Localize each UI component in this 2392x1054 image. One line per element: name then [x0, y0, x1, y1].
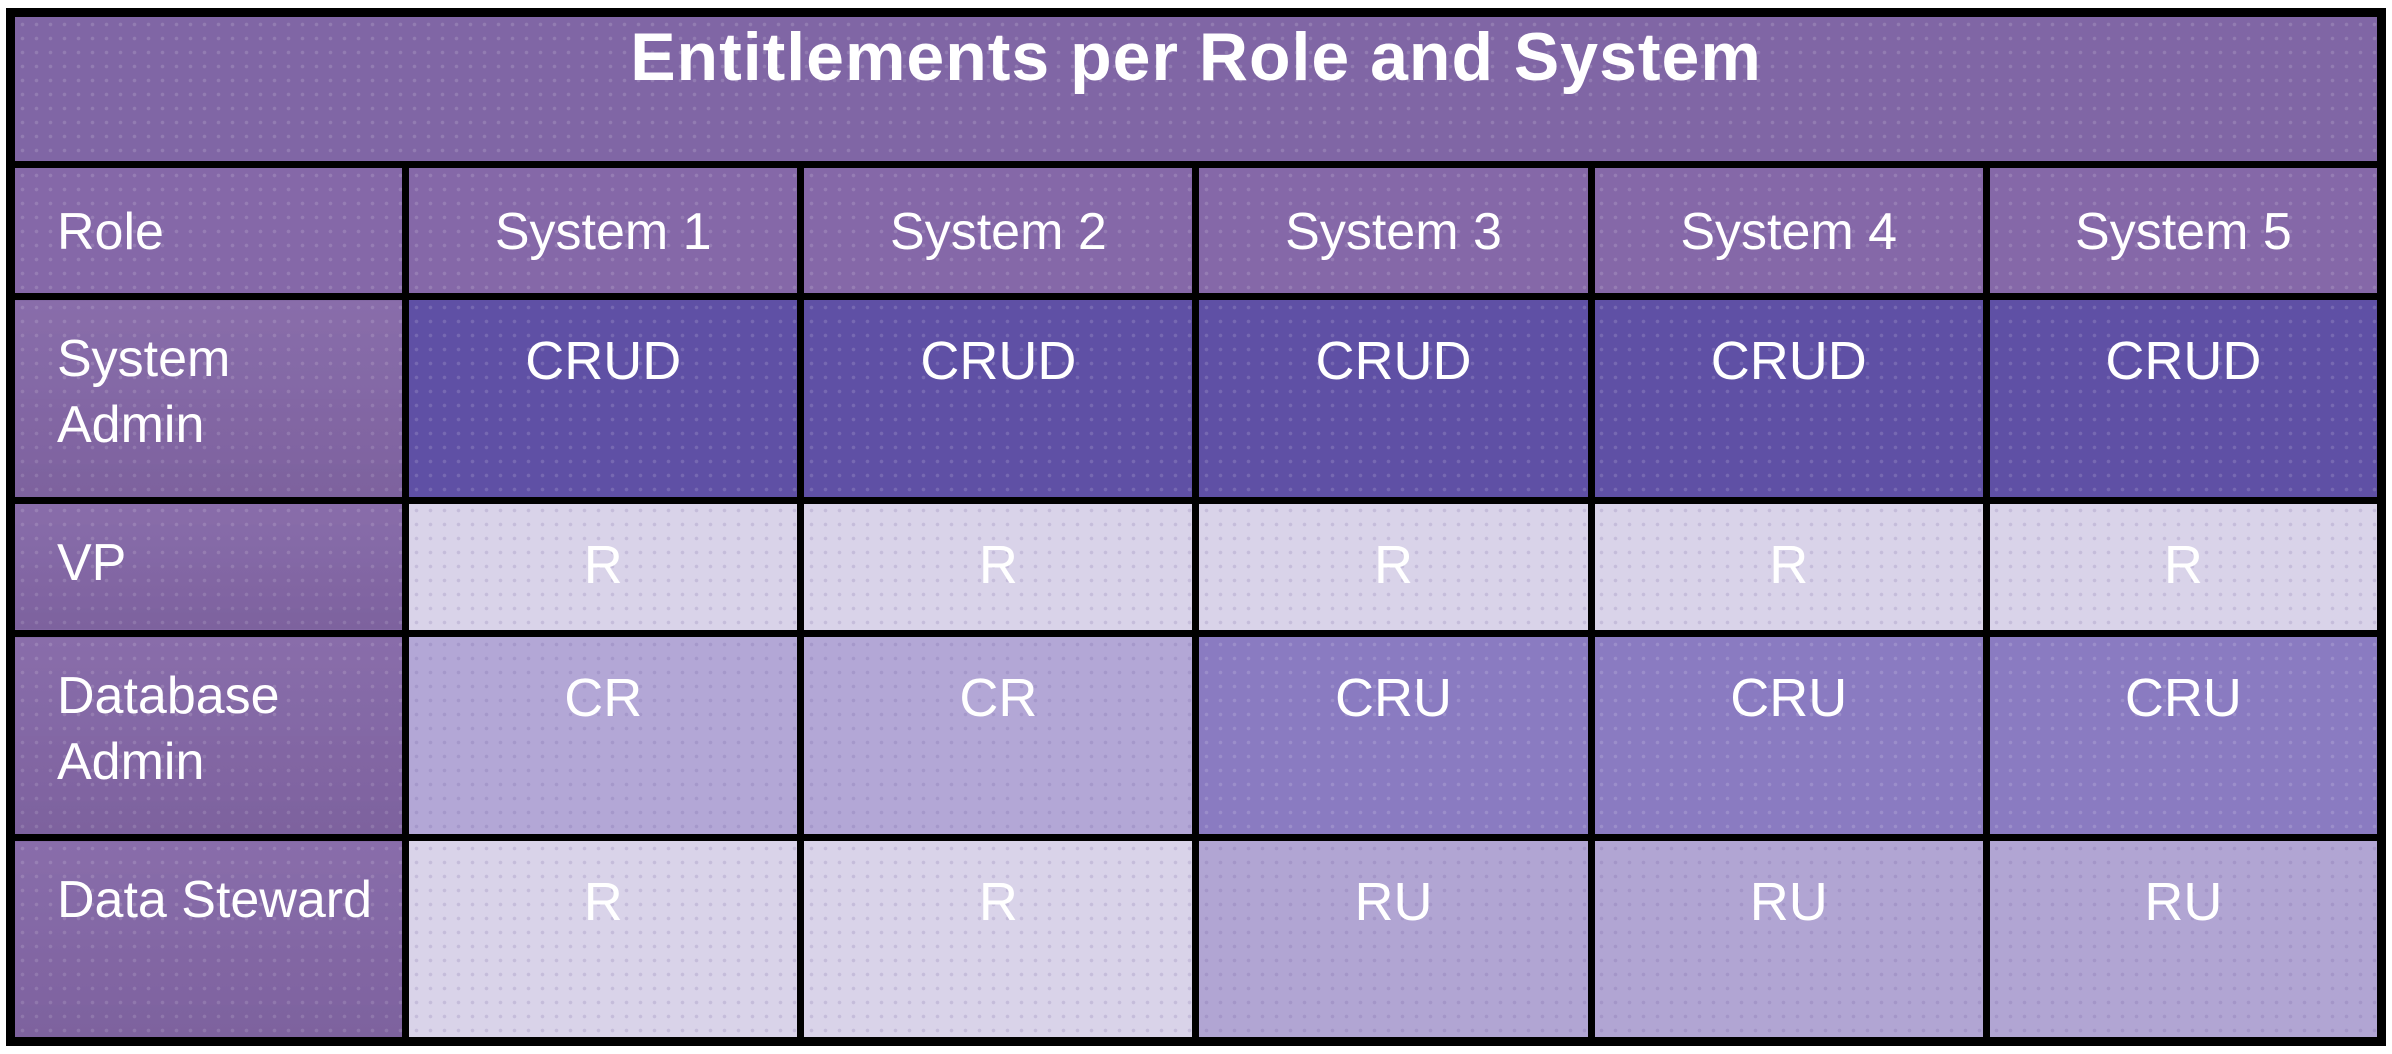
entitlements-table: Entitlements per Role and System Role Sy… — [6, 8, 2386, 1046]
entitlement-cell: CRUD — [1192, 293, 1595, 504]
column-header-system-4: System 4 — [1587, 161, 1990, 300]
entitlement-cell: R — [1192, 496, 1595, 638]
entitlement-cell: R — [402, 834, 805, 1045]
table-row-system-admin: System Admin CRUD CRUD CRUD CRUD CRUD — [6, 293, 2386, 504]
entitlement-cell: CRUD — [1982, 293, 2386, 504]
table-row-vp: VP R R R R R — [6, 496, 2386, 638]
entitlement-cell: RU — [1587, 834, 1990, 1045]
column-header-system-1: System 1 — [402, 161, 805, 300]
entitlement-cell: CRU — [1587, 630, 1990, 842]
table-row-data-steward: Data Steward R R RU RU RU — [6, 834, 2386, 1045]
table-row-database-admin: Database Admin CR CR CRU CRU CRU — [6, 630, 2386, 842]
table-title: Entitlements per Role and System — [7, 9, 2385, 168]
entitlement-cell: RU — [1982, 834, 2386, 1045]
row-header-vp: VP — [6, 496, 410, 638]
column-header-system-3: System 3 — [1192, 161, 1595, 300]
entitlement-cell: CR — [402, 630, 805, 842]
column-header-system-5: System 5 — [1982, 161, 2386, 300]
entitlement-cell: CRU — [1192, 630, 1595, 842]
entitlement-cell: R — [1982, 496, 2386, 638]
entitlement-cell: R — [797, 496, 1200, 638]
row-header-data-steward: Data Steward — [6, 834, 410, 1045]
column-header-system-2: System 2 — [797, 161, 1200, 300]
entitlement-cell: CR — [797, 630, 1200, 842]
entitlement-cell: R — [797, 834, 1200, 1045]
entitlement-cell: R — [1587, 496, 1990, 638]
column-header-role: Role — [6, 161, 410, 300]
column-header-row: Role System 1 System 2 System 3 System 4… — [6, 161, 2386, 300]
row-header-database-admin: Database Admin — [6, 630, 410, 842]
entitlement-cell: CRUD — [1587, 293, 1990, 504]
row-header-system-admin: System Admin — [6, 293, 410, 504]
entitlement-cell: R — [402, 496, 805, 638]
title-row: Entitlements per Role and System — [7, 9, 2385, 168]
entitlement-cell: CRUD — [797, 293, 1200, 504]
entitlement-cell: CRU — [1982, 630, 2386, 842]
entitlement-cell: CRUD — [402, 293, 805, 504]
entitlement-cell: RU — [1192, 834, 1595, 1045]
